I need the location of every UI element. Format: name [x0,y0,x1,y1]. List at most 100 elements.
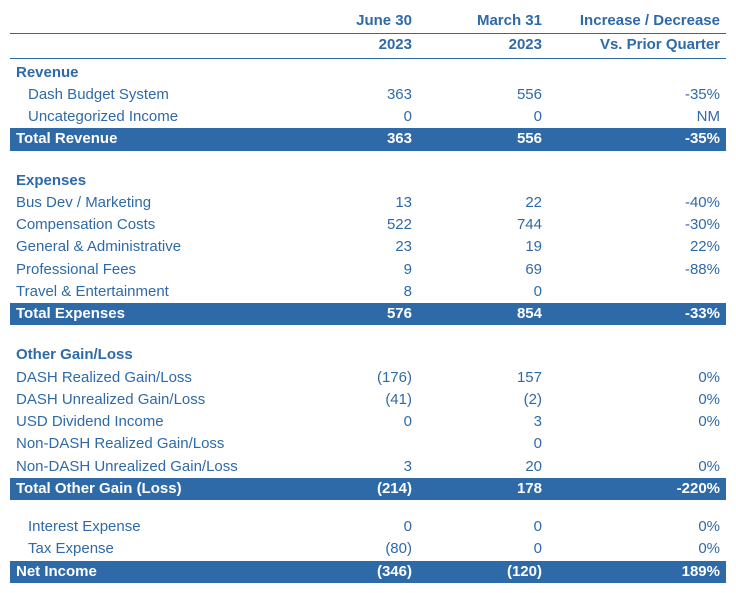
col-header-3-line2: Vs. Prior Quarter [548,34,726,58]
row-value: (41) [288,389,418,411]
row-value: 3 [418,411,548,433]
total-value: 363 [288,128,418,150]
table-row: DASH Realized Gain/Loss (176) 157 0% [10,367,726,389]
total-value: -220% [548,478,726,500]
row-value: 23 [288,236,418,258]
row-value: 19 [418,236,548,258]
row-value: 22 [418,192,548,214]
total-value: (346) [288,561,418,583]
row-label: Dash Budget System [28,84,288,106]
row-value: 522 [288,214,418,236]
row-value: 0% [548,389,726,411]
row-value: 22% [548,236,726,258]
row-value: 0 [288,411,418,433]
row-label: Tax Expense [28,538,288,560]
row-value: 0 [418,281,548,303]
table-row: Compensation Costs 522 744 -30% [10,214,726,236]
financial-table: June 30 March 31 Increase / Decrease 202… [10,10,726,583]
row-value: -88% [548,259,726,281]
row-value: 0% [548,367,726,389]
row-value: 556 [418,84,548,106]
row-value: (176) [288,367,418,389]
row-value: -30% [548,214,726,236]
total-value: (120) [418,561,548,583]
row-label: DASH Realized Gain/Loss [10,367,288,389]
row-value: 20 [418,456,548,478]
total-value: 189% [548,561,726,583]
row-value: 13 [288,192,418,214]
row-value: 363 [288,84,418,106]
row-value: 0 [288,516,418,538]
row-value: 8 [288,281,418,303]
row-label: USD Dividend Income [10,411,288,433]
table-row: Non-DASH Realized Gain/Loss 0 [10,433,726,455]
total-value: 854 [418,303,548,325]
total-value: 576 [288,303,418,325]
table-header: June 30 March 31 Increase / Decrease 202… [10,10,726,58]
row-value: 157 [418,367,548,389]
row-value: 9 [288,259,418,281]
table-row: Dash Budget System 363 556 -35% [10,84,726,106]
col-header-2-line2: 2023 [418,34,548,58]
row-value [288,433,418,455]
table-row: Tax Expense (80) 0 0% [10,538,726,560]
row-value: -40% [548,192,726,214]
total-label: Net Income [10,561,288,583]
section-other-title: Other Gain/Loss [10,341,726,366]
section-revenue-title: Revenue [10,58,726,84]
total-revenue-row: Total Revenue 363 556 -35% [10,128,726,150]
total-label: Total Other Gain (Loss) [10,478,288,500]
total-label: Total Revenue [10,128,288,150]
table-row: Bus Dev / Marketing 13 22 -40% [10,192,726,214]
table-row: USD Dividend Income 0 3 0% [10,411,726,433]
row-value: (80) [288,538,418,560]
table-row: General & Administrative 23 19 22% [10,236,726,258]
total-value: -33% [548,303,726,325]
total-value: 556 [418,128,548,150]
total-value: (214) [288,478,418,500]
total-label: Total Expenses [10,303,288,325]
row-label: Travel & Entertainment [10,281,288,303]
section-expenses-title: Expenses [10,167,726,192]
col-header-1-line2: 2023 [288,34,418,58]
row-value: 69 [418,259,548,281]
row-value: 0 [418,106,548,128]
row-value: 744 [418,214,548,236]
row-value: 0% [548,411,726,433]
table-row: Interest Expense 0 0 0% [10,516,726,538]
row-value: 3 [288,456,418,478]
row-value: -35% [548,84,726,106]
row-value: 0 [288,106,418,128]
row-value [548,281,726,303]
col-header-3-line1: Increase / Decrease [548,10,726,34]
total-other-row: Total Other Gain (Loss) (214) 178 -220% [10,478,726,500]
row-value [548,433,726,455]
row-label: Interest Expense [28,516,288,538]
col-header-2-line1: March 31 [418,10,548,34]
row-value: (2) [418,389,548,411]
row-value: 0 [418,433,548,455]
row-label: Non-DASH Realized Gain/Loss [10,433,288,455]
table-row: Professional Fees 9 69 -88% [10,259,726,281]
col-header-1-line1: June 30 [288,10,418,34]
table-row: Uncategorized Income 0 0 NM [10,106,726,128]
row-value: 0 [418,516,548,538]
table-row: Travel & Entertainment 8 0 [10,281,726,303]
row-label: Professional Fees [10,259,288,281]
row-label: Non-DASH Unrealized Gain/Loss [10,456,288,478]
table-row: Non-DASH Unrealized Gain/Loss 3 20 0% [10,456,726,478]
row-value: 0% [548,516,726,538]
row-label: Uncategorized Income [28,106,288,128]
row-label: Bus Dev / Marketing [10,192,288,214]
total-value: -35% [548,128,726,150]
total-expenses-row: Total Expenses 576 854 -33% [10,303,726,325]
net-income-row: Net Income (346) (120) 189% [10,561,726,583]
row-value: 0% [548,456,726,478]
row-label: General & Administrative [10,236,288,258]
total-value: 178 [418,478,548,500]
row-label: DASH Unrealized Gain/Loss [10,389,288,411]
row-value: NM [548,106,726,128]
row-value: 0% [548,538,726,560]
row-value: 0 [418,538,548,560]
table-row: DASH Unrealized Gain/Loss (41) (2) 0% [10,389,726,411]
